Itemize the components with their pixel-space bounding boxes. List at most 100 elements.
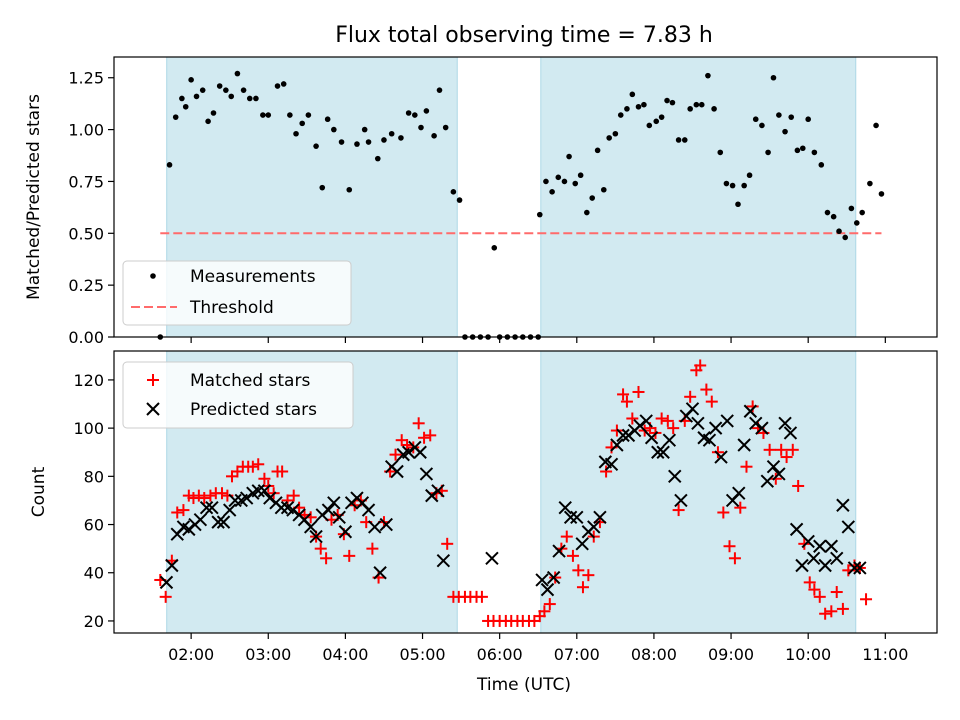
measurement-point: [179, 95, 185, 102]
legend-predicted-label: Predicted stars: [190, 400, 317, 420]
bottom-y-tick-label: 40: [84, 564, 104, 583]
predicted-star-point: [813, 539, 827, 553]
measurement-point: [172, 114, 179, 120]
top-axes-frame: [113, 56, 938, 338]
measurement-point: [381, 137, 387, 143]
top-axes: 0.00 0.25 0.50 0.75 1.00 1.25: [68, 69, 886, 347]
matched-star-point: [746, 400, 759, 413]
measurement-point: [584, 209, 590, 216]
measurement-point: [361, 126, 368, 133]
matched-star-point: [775, 443, 788, 456]
measurement-point: [193, 93, 200, 100]
bottom-panel: 20 40 60 80 100 120 02:00 03:00 04:00 05:00 06:00 0…: [29, 350, 938, 695]
measurement-point: [836, 228, 842, 235]
matched-star-point: [626, 412, 639, 425]
measurement-point: [536, 211, 543, 218]
matched-star-point: [813, 590, 826, 603]
measurement-point: [746, 172, 753, 179]
measurement-point: [293, 130, 299, 137]
matched-star-point: [198, 492, 211, 505]
top-y-tick-label: 0.50: [68, 224, 104, 243]
matched-star-point: [655, 412, 668, 425]
matched-star-point: [252, 458, 265, 471]
predicted-star-point: [361, 503, 376, 517]
predicted-star-point: [546, 570, 561, 585]
measurement-point: [653, 118, 660, 125]
matched-star-point: [667, 422, 680, 435]
predicted-star-point: [575, 537, 589, 551]
predicted-star-point: [708, 421, 723, 435]
predicted-star-point: [720, 414, 734, 428]
measurement-point: [287, 112, 293, 118]
measurement-point: [331, 126, 337, 133]
measurement-point: [600, 186, 607, 193]
matched-star-point: [860, 593, 873, 606]
predicted-star-point: [274, 500, 289, 515]
measurement-point: [759, 122, 765, 129]
measurement-point: [265, 112, 272, 118]
matched-star-point: [538, 605, 551, 618]
matched-star-point: [728, 552, 741, 565]
measurement-point: [776, 112, 782, 118]
measurement-point: [166, 162, 173, 168]
x-tick-label: 10:00: [785, 645, 831, 664]
measurement-point: [641, 101, 647, 108]
predicted-star-point: [847, 561, 862, 575]
predicted-star-point: [222, 503, 237, 517]
matched-star-point: [661, 414, 674, 427]
measurement-point: [405, 110, 412, 116]
measurement-point: [491, 245, 498, 251]
predicted-star-point: [656, 445, 670, 459]
bottom-data-marks: [154, 359, 873, 627]
measurement-point: [246, 95, 253, 102]
matched-star-point: [171, 506, 184, 519]
measurement-point: [594, 147, 601, 154]
matched-star-point: [177, 504, 190, 517]
predicted-star-point: [772, 467, 786, 481]
measurement-point: [374, 155, 381, 162]
measurement-point: [589, 195, 596, 201]
predicted-star-point: [552, 544, 566, 558]
predicted-star-point: [309, 529, 323, 544]
measurement-point: [717, 149, 724, 156]
measurement-point: [577, 172, 584, 179]
matched-star-point: [825, 605, 838, 618]
measurement-point: [253, 95, 259, 102]
measurement-point: [412, 112, 418, 118]
predicted-star-point: [165, 558, 179, 573]
matched-star-point: [819, 607, 832, 620]
predicted-star-point: [616, 428, 630, 443]
matched-star-point: [560, 530, 573, 543]
matched-star-point: [543, 598, 556, 611]
predicted-star-point: [570, 510, 584, 525]
predicted-star-point: [714, 450, 728, 464]
bottom-y-tick-label: 120: [73, 371, 104, 390]
measurement-point: [555, 174, 562, 181]
measurement-point: [436, 87, 443, 93]
matched-star-point: [798, 537, 811, 550]
predicted-star-point: [321, 503, 336, 517]
matched-star-point: [582, 569, 595, 582]
matched-star-point: [566, 549, 579, 562]
predicted-star-point: [540, 582, 555, 597]
measurement-point: [687, 106, 693, 112]
measurement-point: [280, 81, 287, 87]
matched-star-point: [276, 465, 289, 478]
measurement-point: [456, 197, 463, 203]
predicted-star-point: [639, 414, 653, 428]
x-tick-label: 06:00: [477, 645, 523, 664]
measurement-point: [234, 70, 241, 77]
predicted-star-point: [390, 464, 404, 479]
bottom-y-axis-label: Count: [29, 466, 49, 517]
measurement-point: [299, 120, 306, 127]
top-y-axis-label: Matched/Predicted stars: [24, 94, 44, 300]
matched-star-point: [287, 489, 300, 502]
measurement-point: [210, 110, 217, 116]
matched-star-point: [576, 581, 589, 594]
matched-star-point: [711, 446, 724, 459]
measurement-point: [799, 145, 806, 152]
matched-star-point: [475, 590, 488, 603]
predicted-star-point: [766, 459, 781, 474]
predicted-star-point: [431, 484, 445, 498]
matched-star-point: [769, 472, 782, 485]
